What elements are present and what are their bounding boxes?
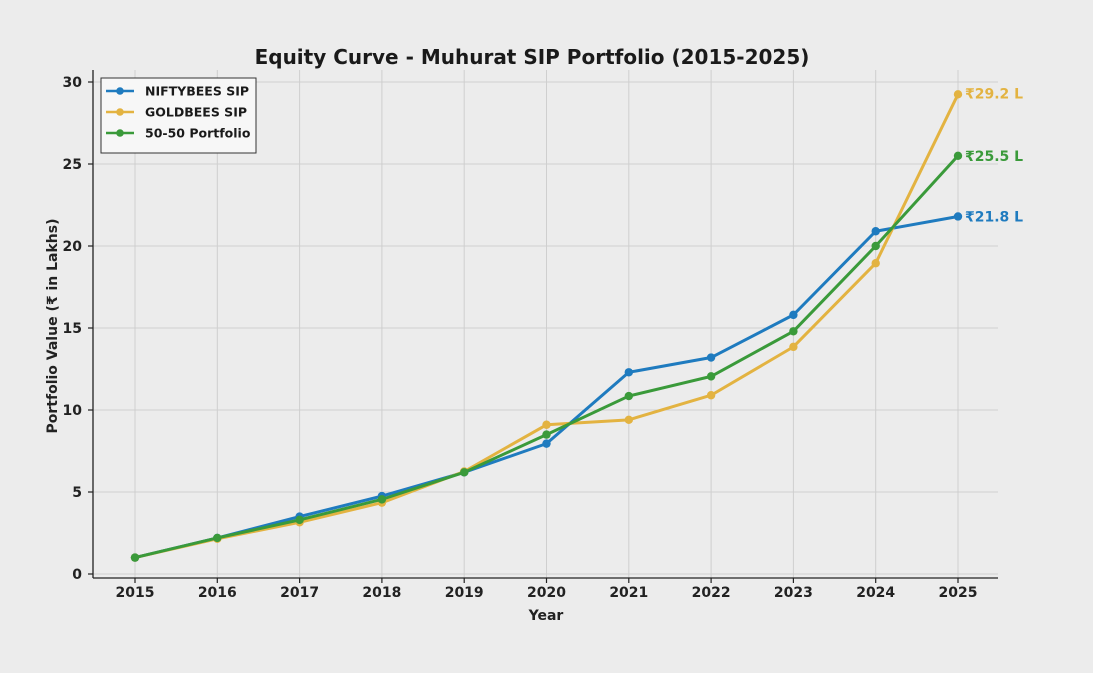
- end-value-label-goldbees-sip: ₹29.2 L: [965, 86, 1023, 102]
- legend-swatch-marker: [116, 87, 124, 95]
- legend-swatch-marker: [116, 129, 124, 137]
- labels-layer: ₹21.8 L ₹29.2 L ₹25.5 L: [965, 86, 1023, 225]
- y-tick-label: 20: [63, 239, 83, 255]
- legend-item: NIFTYBEES SIP: [106, 84, 249, 99]
- data-point-niftybees-sip: [706, 353, 716, 362]
- x-tick-label: 2025: [939, 585, 978, 601]
- data-point-50-50-portfolio: [789, 327, 798, 336]
- data-point-niftybees-sip: [542, 439, 551, 448]
- data-point-niftybees-sip: [953, 212, 963, 221]
- y-tick-label: 10: [63, 403, 83, 419]
- legend-label: GOLDBEES SIP: [145, 105, 247, 120]
- legend-item: GOLDBEES SIP: [106, 105, 247, 120]
- legend-label: 50-50 Portfolio: [145, 126, 251, 141]
- legend: NIFTYBEES SIP GOLDBEES SIP 50-50 Portfolio: [100, 77, 257, 154]
- data-point-50-50-portfolio: [953, 151, 963, 160]
- grid-layer: [93, 70, 998, 578]
- x-tick-label: 2022: [692, 585, 731, 601]
- data-point-niftybees-sip: [624, 368, 633, 377]
- data-point-goldbees-sip: [871, 259, 880, 268]
- data-point-50-50-portfolio: [213, 533, 222, 543]
- legend-label: NIFTYBEES SIP: [145, 84, 249, 99]
- y-axis-label: Portfolio Value (₹ in Lakhs): [45, 219, 61, 434]
- x-axis-label: Year: [528, 608, 564, 624]
- data-point-50-50-portfolio: [130, 553, 140, 562]
- x-tick-label: 2021: [609, 585, 648, 601]
- data-point-50-50-portfolio: [871, 241, 880, 251]
- x-tick-label: 2016: [198, 585, 237, 601]
- x-tick-label: 2023: [774, 585, 813, 601]
- legend-item: 50-50 Portfolio: [106, 126, 251, 141]
- data-point-goldbees-sip: [706, 391, 716, 400]
- data-point-goldbees-sip: [789, 342, 798, 352]
- y-tick-label: 15: [63, 321, 82, 337]
- data-point-50-50-portfolio: [706, 372, 716, 381]
- x-tick-label: 2024: [856, 585, 895, 601]
- y-tick-label: 5: [72, 485, 82, 501]
- data-point-50-50-portfolio: [460, 468, 469, 477]
- data-point-niftybees-sip: [789, 310, 798, 320]
- y-tick-label: 0: [72, 567, 82, 583]
- data-point-niftybees-sip: [871, 227, 880, 236]
- data-point-goldbees-sip: [624, 415, 633, 425]
- x-tick-label: 2019: [445, 585, 484, 601]
- end-value-label-50-50-portfolio: ₹25.5 L: [965, 149, 1023, 165]
- data-point-50-50-portfolio: [377, 495, 387, 504]
- data-point-50-50-portfolio: [624, 391, 633, 401]
- data-point-50-50-portfolio: [542, 430, 551, 439]
- x-tick-label: 2017: [280, 585, 319, 601]
- series-50-50-portfolio: [130, 151, 963, 562]
- data-point-goldbees-sip: [542, 420, 551, 429]
- x-tick-label: 2020: [527, 585, 566, 601]
- data-point-goldbees-sip: [953, 90, 963, 99]
- series-layer: [130, 90, 963, 562]
- chart-title: Equity Curve - Muhurat SIP Portfolio (20…: [255, 45, 810, 69]
- end-value-label-niftybees-sip: ₹21.8 L: [965, 209, 1023, 225]
- y-tick-label: 30: [63, 75, 83, 91]
- legend-swatch-marker: [116, 108, 124, 116]
- x-tick-label: 2018: [362, 585, 401, 601]
- x-tick-label: 2015: [116, 585, 155, 601]
- y-tick-label: 25: [63, 157, 82, 173]
- data-point-50-50-portfolio: [295, 515, 304, 525]
